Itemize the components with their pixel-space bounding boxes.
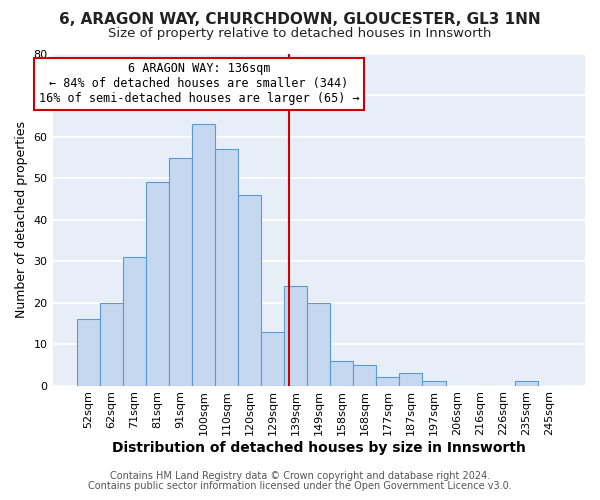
Bar — [307, 302, 330, 386]
Bar — [422, 382, 446, 386]
Bar — [261, 332, 284, 386]
Bar — [146, 182, 169, 386]
Bar — [330, 360, 353, 386]
Text: Contains public sector information licensed under the Open Government Licence v3: Contains public sector information licen… — [88, 481, 512, 491]
Bar — [169, 158, 192, 386]
Bar — [515, 382, 538, 386]
Bar — [238, 195, 261, 386]
Bar — [376, 378, 400, 386]
Bar — [215, 150, 238, 386]
Bar — [100, 302, 123, 386]
Bar — [400, 373, 422, 386]
X-axis label: Distribution of detached houses by size in Innsworth: Distribution of detached houses by size … — [112, 441, 526, 455]
Text: 6 ARAGON WAY: 136sqm
← 84% of detached houses are smaller (344)
16% of semi-deta: 6 ARAGON WAY: 136sqm ← 84% of detached h… — [38, 62, 359, 106]
Text: Contains HM Land Registry data © Crown copyright and database right 2024.: Contains HM Land Registry data © Crown c… — [110, 471, 490, 481]
Bar — [123, 257, 146, 386]
Text: 6, ARAGON WAY, CHURCHDOWN, GLOUCESTER, GL3 1NN: 6, ARAGON WAY, CHURCHDOWN, GLOUCESTER, G… — [59, 12, 541, 28]
Bar — [192, 124, 215, 386]
Bar — [353, 365, 376, 386]
Y-axis label: Number of detached properties: Number of detached properties — [15, 122, 28, 318]
Bar — [284, 286, 307, 386]
Text: Size of property relative to detached houses in Innsworth: Size of property relative to detached ho… — [109, 28, 491, 40]
Bar — [77, 320, 100, 386]
